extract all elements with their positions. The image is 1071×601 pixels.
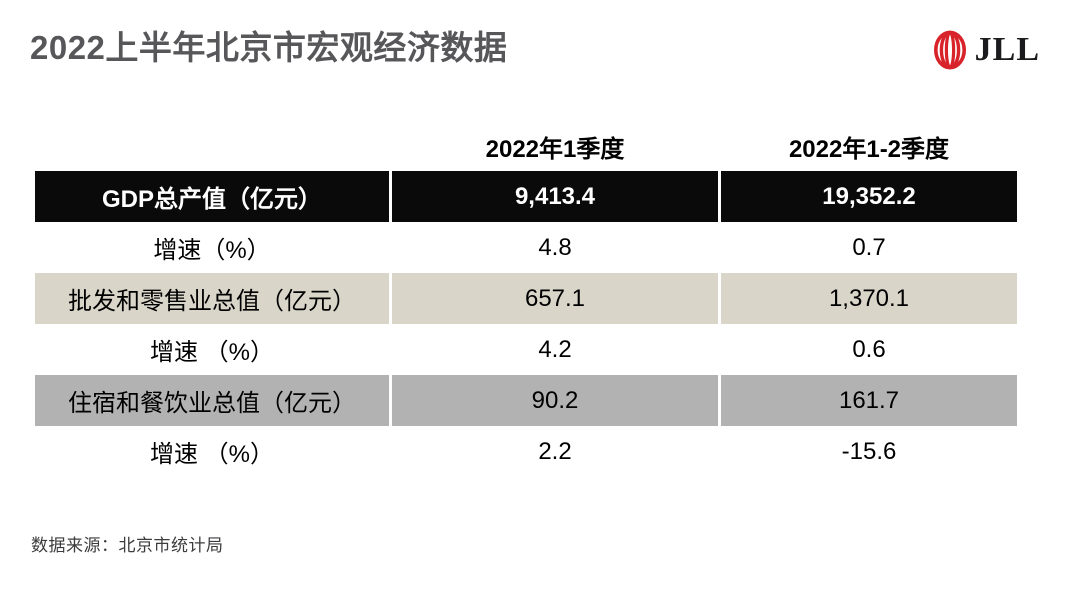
row-label: 增速 （%） bbox=[149, 441, 274, 468]
value-q1-2: 0.7 bbox=[852, 233, 886, 261]
value-q1: 2.2 bbox=[538, 437, 572, 465]
value-q1-2: -15.6 bbox=[841, 437, 897, 465]
jll-logo: JLL bbox=[932, 30, 1040, 70]
value-q1: 4.8 bbox=[538, 233, 572, 261]
value-q1: 657.1 bbox=[392, 273, 718, 324]
row-label: GDP总产值（亿元） bbox=[35, 171, 389, 222]
data-source: 数据来源：北京市统计局 bbox=[31, 536, 224, 555]
value-q1-2: 161.7 bbox=[721, 375, 1017, 426]
value-q1: 4.2 bbox=[538, 335, 572, 363]
header-cell-q1-2: 2022年1-2季度 bbox=[788, 135, 950, 163]
value-q1: 9,413.4 bbox=[392, 171, 718, 222]
jll-logo-text: JLL bbox=[974, 31, 1040, 68]
row-label: 批发和零售业总值（亿元） bbox=[35, 273, 389, 324]
row-label: 增速 （%） bbox=[149, 339, 274, 366]
value-q1-2: 0.6 bbox=[852, 335, 886, 363]
row-label: 住宿和餐饮业总值（亿元） bbox=[35, 375, 389, 426]
page-title: 2022上半年北京市宏观经济数据 bbox=[30, 29, 508, 66]
header-cell-blank bbox=[35, 121, 389, 171]
jll-spheres-icon bbox=[933, 30, 966, 70]
row-label: 增速（%） bbox=[153, 237, 271, 264]
value-q1-2: 19,352.2 bbox=[721, 171, 1017, 222]
value-q1: 90.2 bbox=[392, 375, 718, 426]
header-cell-q1: 2022年1季度 bbox=[485, 135, 625, 163]
data-table: 2022年1季度 2022年1-2季度 GDP总产值（亿元） 9,413.4 1… bbox=[35, 121, 1017, 477]
value-q1-2: 1,370.1 bbox=[721, 273, 1017, 324]
